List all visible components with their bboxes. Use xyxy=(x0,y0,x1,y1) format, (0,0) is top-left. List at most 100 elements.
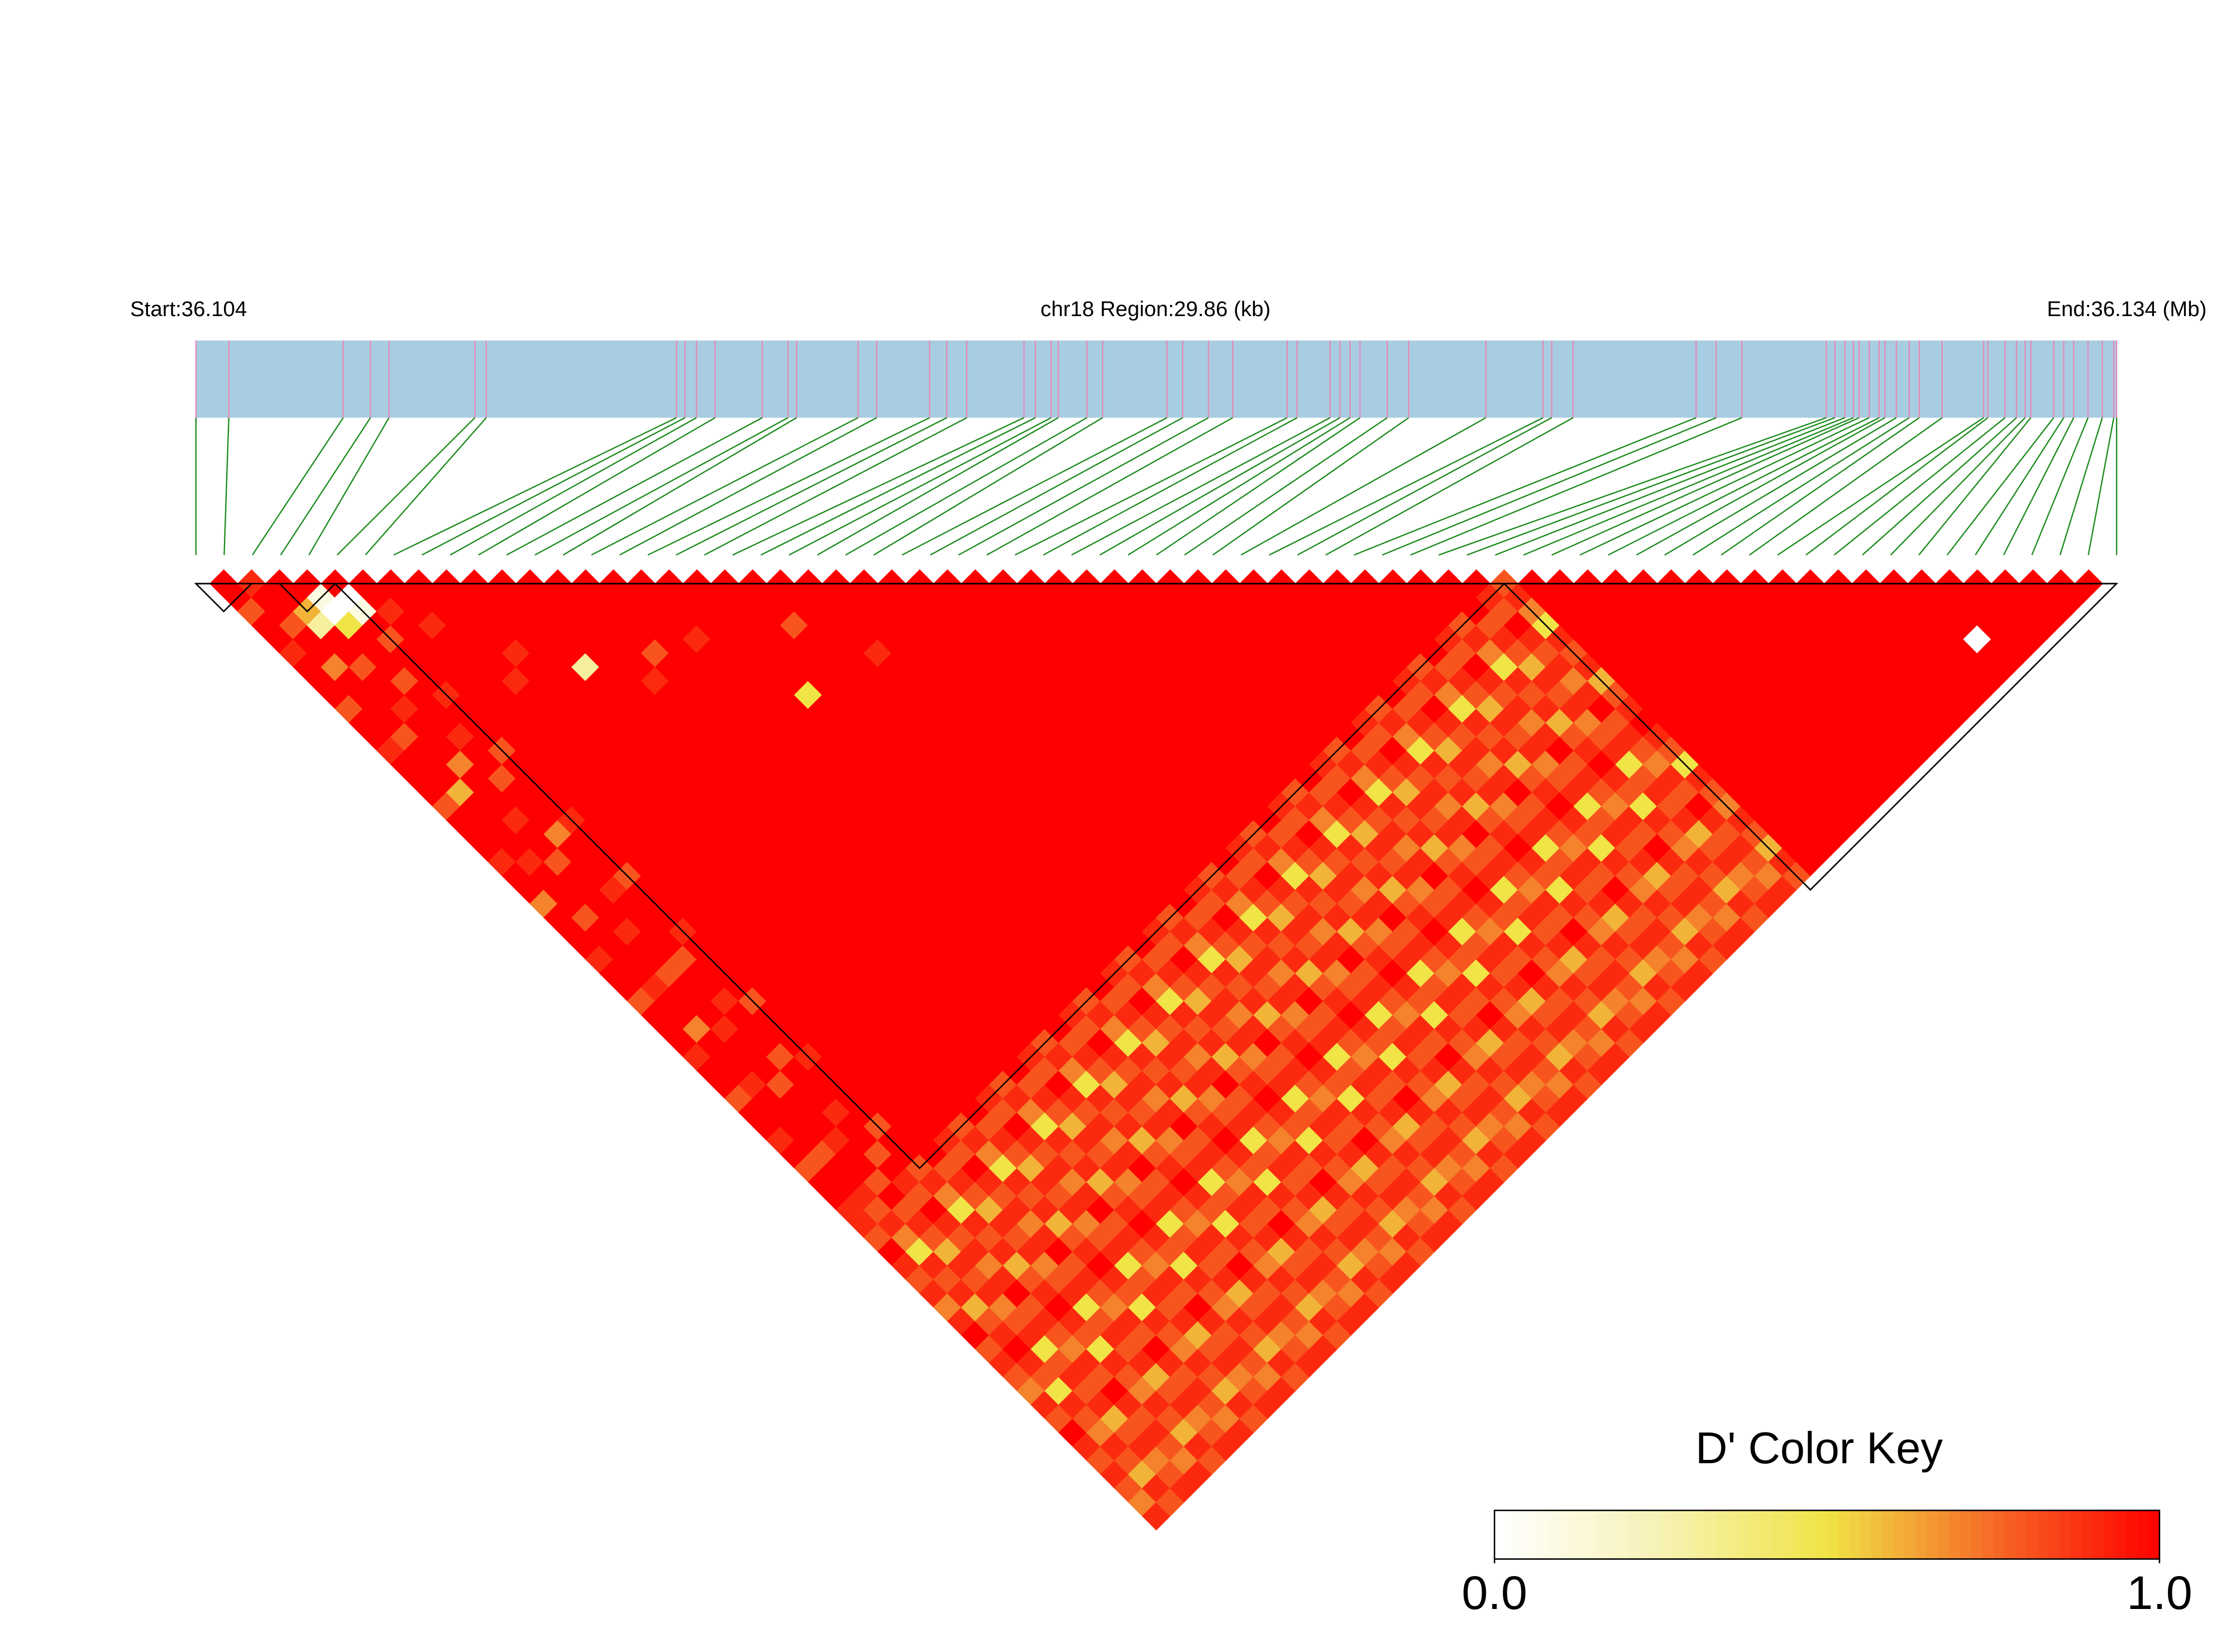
snp-connector xyxy=(478,417,716,556)
colorbar-step xyxy=(2137,1510,2149,1559)
snp-connector xyxy=(1975,417,2065,556)
snp-connector xyxy=(252,417,344,556)
snp-connector xyxy=(1805,417,1989,556)
colorbar-tick-label: 1.0 xyxy=(2127,1567,2192,1619)
snp-connector xyxy=(1043,417,1298,556)
snp-connector xyxy=(1862,417,2017,556)
snp-connector xyxy=(901,417,1168,556)
snp-connector xyxy=(223,417,230,555)
snp-connector xyxy=(1890,417,2026,556)
colorbar-step xyxy=(1816,1510,1828,1559)
snp-connector xyxy=(647,417,930,556)
snp-connector xyxy=(336,417,476,556)
snp-connector xyxy=(280,417,371,556)
colorbar-step xyxy=(1827,1510,1839,1559)
colorbar-step xyxy=(1927,1510,1939,1559)
snp-connector xyxy=(2059,417,2103,556)
colorbar-step xyxy=(1649,1510,1661,1559)
colorbar-step xyxy=(2115,1510,2127,1559)
end-label: End:36.134 (Mb) xyxy=(2047,297,2206,321)
ld-block xyxy=(194,583,254,613)
snp-connector xyxy=(1325,417,1574,556)
colorbar-step xyxy=(1527,1510,1540,1559)
snp-connector xyxy=(1721,417,1920,556)
snp-connector xyxy=(930,417,1183,556)
snp-connector xyxy=(2031,417,2089,556)
colorbar-title: D' Color Key xyxy=(1695,1423,1943,1473)
colorbar-step xyxy=(1539,1510,1551,1559)
snp-connector xyxy=(1494,417,1846,556)
snp-connector xyxy=(958,417,1209,556)
snp-connector xyxy=(1071,417,1331,556)
colorbar-frame xyxy=(1493,1510,2161,1560)
colorbar-step xyxy=(1638,1510,1651,1559)
snp-connector xyxy=(1608,417,1880,556)
snp-connector xyxy=(1749,417,1943,556)
colorbar-step xyxy=(1738,1510,1750,1559)
snp-connector xyxy=(1918,417,2032,556)
colorbar-step xyxy=(1550,1510,1562,1559)
colorbar-step xyxy=(2082,1510,2094,1559)
colorbar-step xyxy=(1960,1510,1972,1559)
snp-connector xyxy=(845,417,1087,556)
snp-connector xyxy=(1692,417,1910,556)
snp-connector xyxy=(450,417,697,556)
snp-connector xyxy=(1155,417,1361,556)
colorbar-step xyxy=(1694,1510,1706,1559)
colorbar-step xyxy=(1727,1510,1739,1559)
colorbar-step xyxy=(1871,1510,1883,1559)
colorbar-step xyxy=(1838,1510,1850,1559)
snp-connector xyxy=(1579,417,1870,556)
colorbar-step xyxy=(2126,1510,2138,1559)
snp-connector xyxy=(676,417,947,556)
colorbar-step xyxy=(1716,1510,1728,1559)
colorbar-step xyxy=(1783,1510,1795,1559)
colorbar-step xyxy=(1860,1510,1872,1559)
snp-connector xyxy=(1777,417,1984,556)
colorbar-step xyxy=(1561,1510,1573,1559)
snp-connector xyxy=(393,417,677,556)
colorbar-step xyxy=(1794,1510,1805,1559)
snp-connector xyxy=(873,417,1103,556)
colorbar-step xyxy=(1583,1510,1595,1559)
snp-connector xyxy=(1354,417,1697,556)
colorbar-step xyxy=(1771,1510,1784,1559)
snp-connector xyxy=(732,417,1025,556)
colorbar-step xyxy=(1849,1510,1861,1559)
snp-connector xyxy=(1382,417,1717,556)
snp-connector xyxy=(1664,417,1897,556)
snp-connector xyxy=(308,417,390,556)
snp-connector xyxy=(1523,417,1854,556)
snp-connector xyxy=(1099,417,1341,556)
snp-connector xyxy=(1410,417,1742,556)
snp-connector xyxy=(1128,417,1351,556)
snp-connector xyxy=(365,417,487,556)
snp-connector xyxy=(1438,417,1827,556)
ld-block xyxy=(1502,583,2119,891)
colorbar-step xyxy=(1971,1510,1983,1559)
snp-connector xyxy=(1212,417,1410,556)
colorbar-step xyxy=(1938,1510,1950,1559)
colorbar-step xyxy=(1882,1510,1894,1559)
snp-connector xyxy=(619,417,877,556)
colorbar-step xyxy=(2048,1510,2061,1559)
snp-connector xyxy=(591,417,859,556)
snp-connector xyxy=(2087,417,2115,555)
colorbar-step xyxy=(1683,1510,1695,1559)
snp-connector xyxy=(1240,417,1487,556)
snp-connector xyxy=(816,417,1059,556)
snp-connector xyxy=(562,417,797,556)
colorbar-step xyxy=(1705,1510,1717,1559)
colorbar-step xyxy=(1505,1510,1517,1559)
colorbar-step xyxy=(2004,1510,2016,1559)
colorbar-step xyxy=(1904,1510,1917,1559)
snp-connector xyxy=(1551,417,1860,556)
snp-connector xyxy=(1184,417,1388,556)
colorbar-step xyxy=(1627,1510,1640,1559)
colorbar-step xyxy=(1516,1510,1528,1559)
ld-block xyxy=(333,583,1506,1169)
region-label: chr18 Region:29.86 (kb) xyxy=(1040,297,1270,321)
snp-connector xyxy=(1946,417,2055,556)
colorbar-step xyxy=(1671,1510,1684,1559)
